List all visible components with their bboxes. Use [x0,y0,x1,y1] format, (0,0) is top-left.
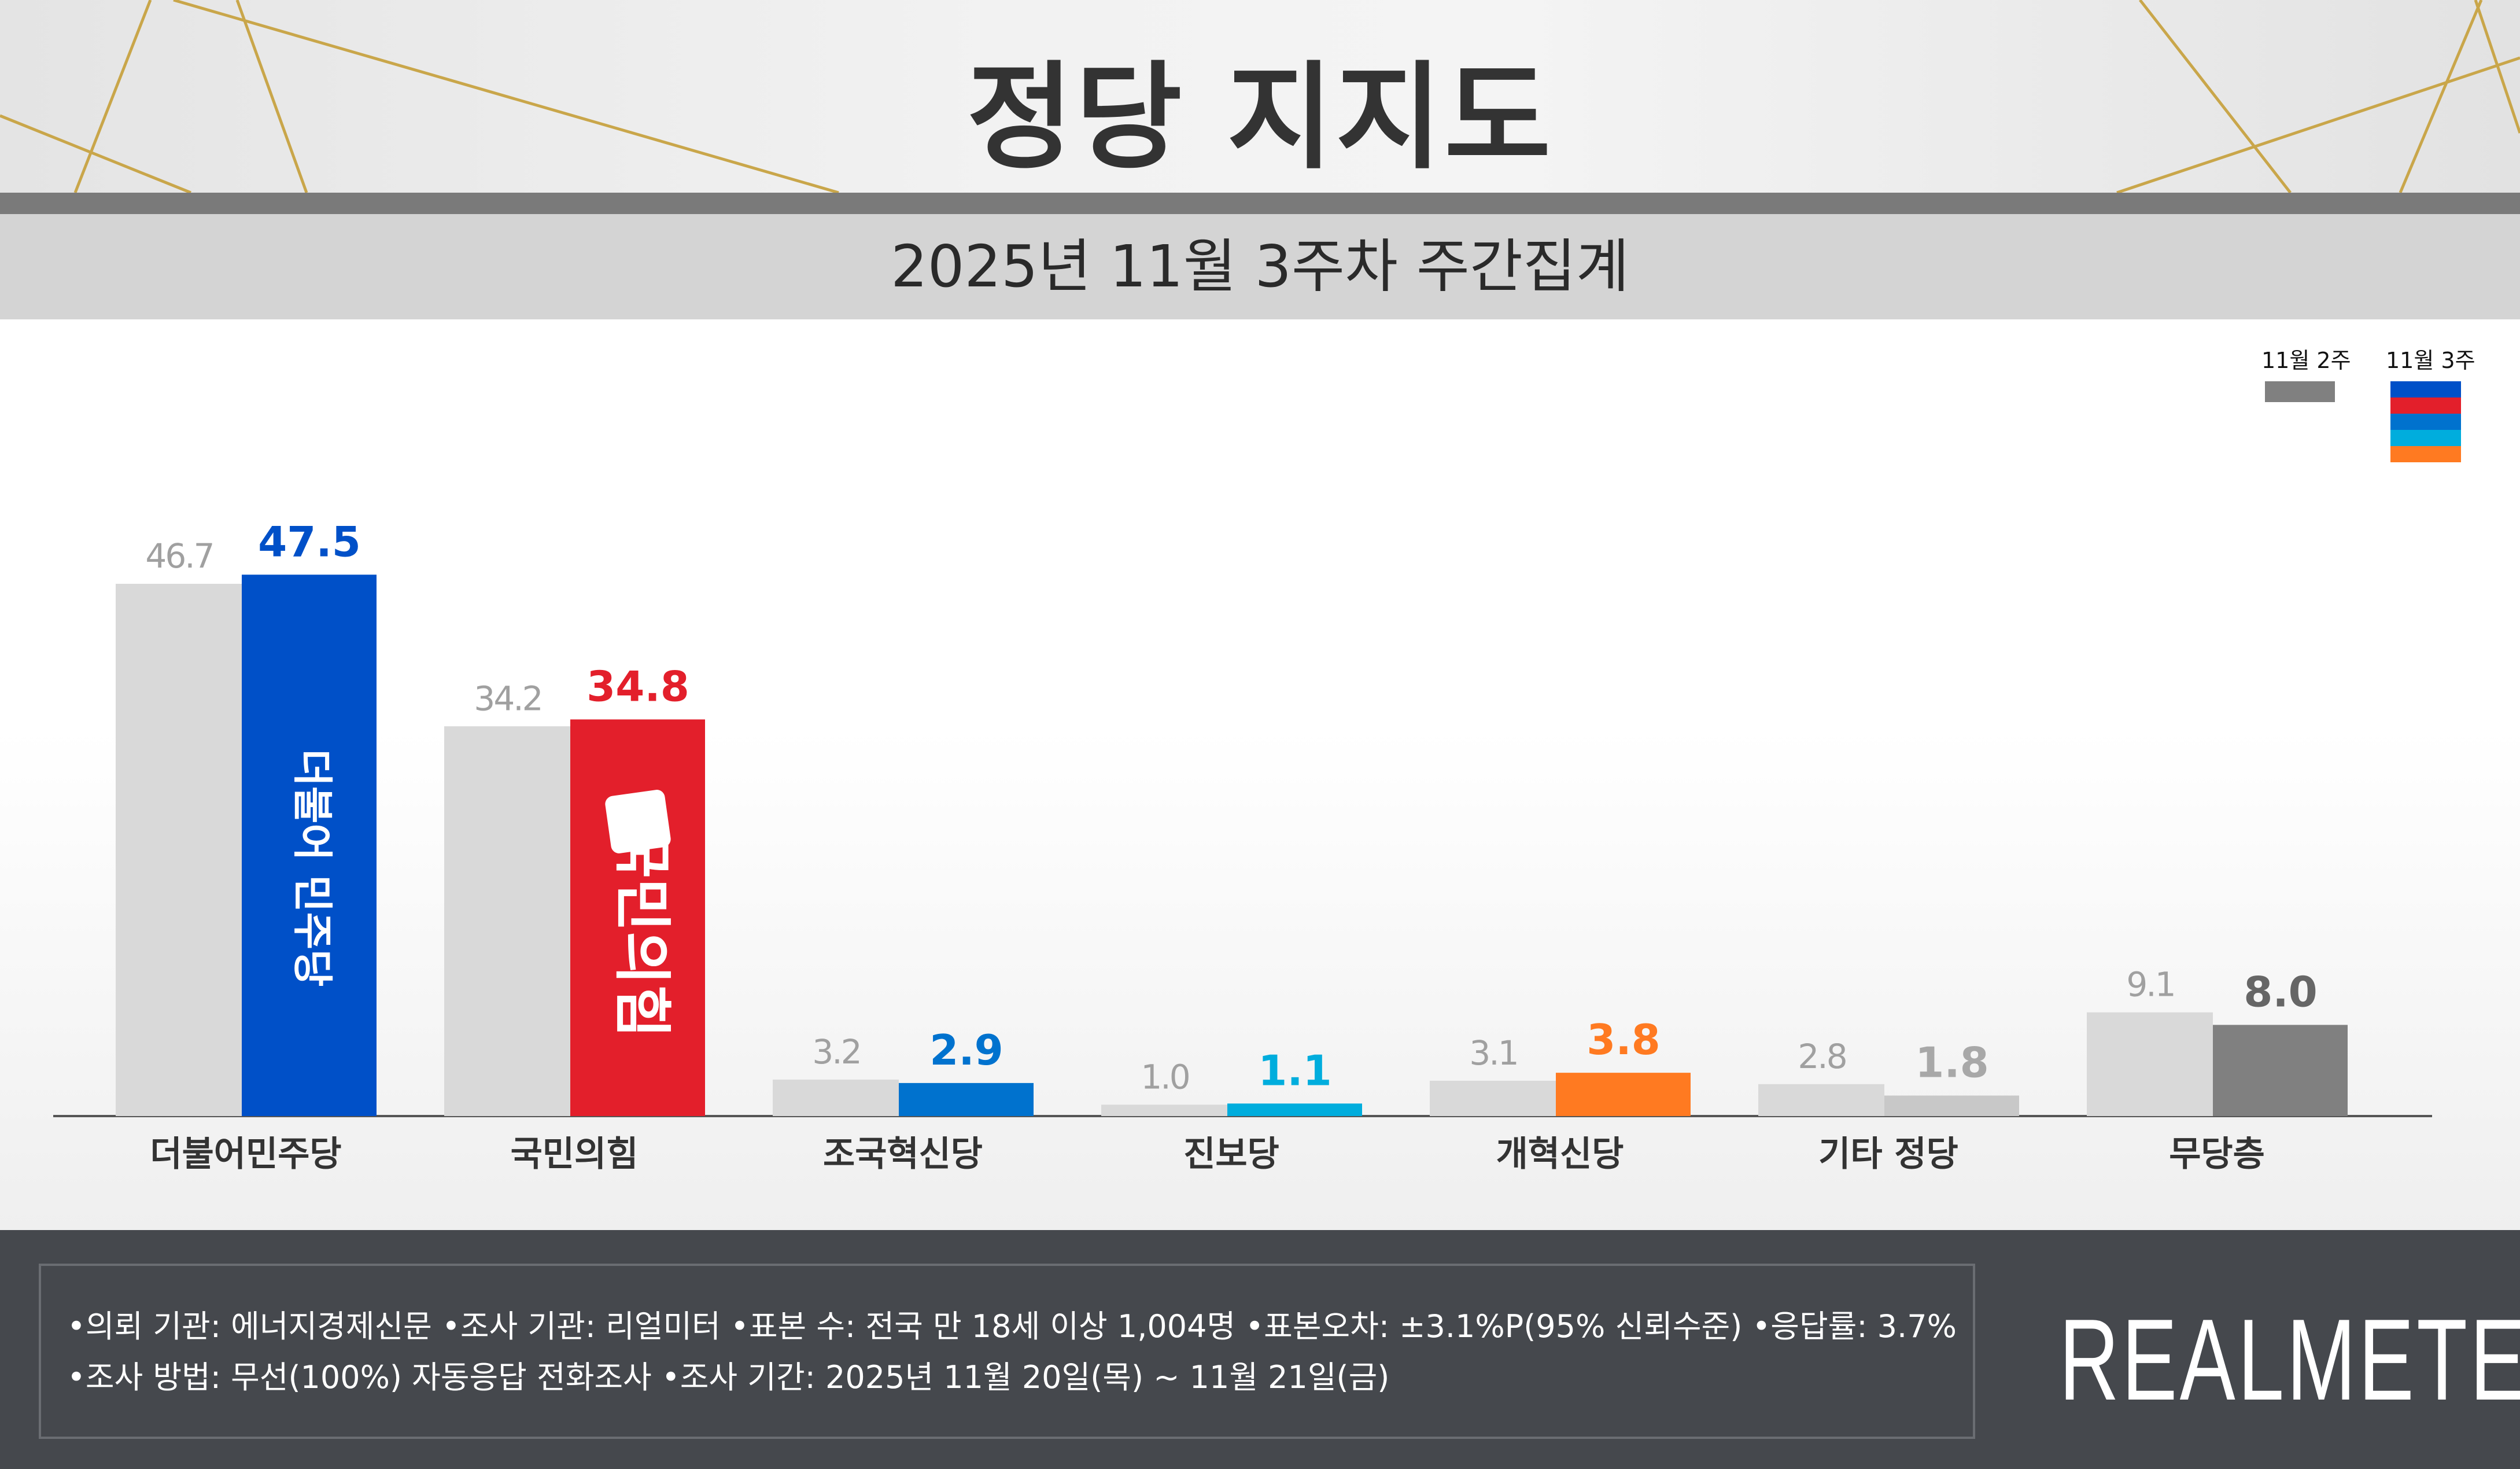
bar-curr [2213,1025,2348,1116]
category-label: 기타 정당 [1818,1134,1958,1175]
legend-color-stripe [2390,381,2461,397]
bar-curr [899,1083,1034,1116]
category-label: 더불어민주당 [150,1134,341,1175]
divider-bar [0,193,2520,214]
legend-curr-swatch [2390,381,2461,462]
value-label-prev: 3.2 [812,1032,860,1072]
footer: •의뢰 기관: 에너지경제신문 •조사 기관: 리얼미터 •표본 수: 전국 만… [0,1230,2520,1469]
bar-curr [1556,1073,1691,1116]
legend-curr-label: 11월 3주 [2386,348,2475,373]
subtitle: 2025년 11월 3주차 주간집계 [0,214,2520,319]
value-label-curr: 2.9 [929,1026,1003,1074]
legend-color-stripe [2390,397,2461,414]
bar-curr [570,719,705,1116]
value-label-prev: 2.8 [1798,1037,1846,1076]
legend-color-stripe [2390,414,2461,430]
bar-prev [444,726,570,1116]
legend-color-stripe [2390,446,2461,462]
legend-color-stripe [2390,430,2461,446]
category-label: 조국혁신당 [823,1134,983,1175]
page-title: 정당 지지도 [966,50,1554,185]
survey-info-box: •의뢰 기관: 에너지경제신문 •조사 기관: 리얼미터 •표본 수: 전국 만… [39,1264,1975,1439]
legend-prev-label: 11월 2주 [2261,348,2351,373]
value-label-curr: 1.8 [1915,1039,1989,1087]
bar-chart: 46.7 47.5 더불어민주당 34.2 34.8 국민의힘 3.2 2.9 조국혁신당 1.0… [53,517,2432,1175]
ppp-logo-mark [605,790,671,853]
bar-curr [242,575,377,1116]
value-label-prev: 1.0 [1141,1057,1189,1096]
bar-curr [1884,1095,2019,1116]
democratic-party-logo: 더불어 민주당 [289,749,336,987]
category-label: 진보당 [1183,1134,1279,1175]
value-label-curr: 34.8 [586,662,689,710]
category-label: 국민의힘 [511,1134,639,1175]
bar-prev [116,584,242,1116]
value-label-prev: 46.7 [145,536,213,576]
value-label-prev: 3.1 [1469,1033,1517,1073]
bar-prev [1758,1084,1884,1116]
value-label-prev: 9.1 [2126,965,2174,1004]
value-label-curr: 8.0 [2244,967,2318,1016]
bar-prev [2087,1012,2213,1116]
bar-prev [1101,1104,1227,1116]
legend-prev-swatch [2265,381,2335,402]
value-label-curr: 1.1 [1258,1046,1332,1095]
gold-lines-decoration [0,0,2520,193]
realmeter-logo: REALMETER [2059,1295,2520,1424]
value-label-curr: 3.8 [1586,1015,1661,1064]
category-label: 무당층 [2169,1134,2265,1175]
ppp-logo: 국민의힘 [608,825,676,1038]
value-label-prev: 34.2 [474,679,541,718]
value-label-curr: 47.5 [258,517,361,566]
bar-curr [1227,1103,1362,1116]
survey-info-line-1: •의뢰 기관: 에너지경제신문 •조사 기관: 리얼미터 •표본 수: 전국 만… [67,1308,1957,1345]
bar-prev [773,1079,899,1116]
bar-prev [1430,1080,1556,1116]
category-label: 개혁신당 [1496,1134,1624,1175]
survey-info-line-2: •조사 방법: 무선(100%) 자동응답 전화조사 •조사 기간: 2025년… [67,1359,1390,1396]
title-banner: 정당 지지도 [0,0,2520,193]
